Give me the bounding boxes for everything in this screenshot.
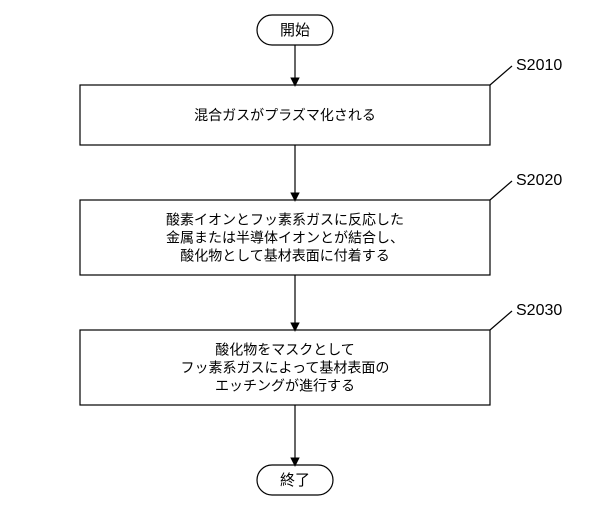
step-S2010: 混合ガスがプラズマ化される: [80, 85, 490, 145]
step-S2020-line-1: 金属または半導体イオンとが結合し、: [166, 230, 404, 246]
step-S2020-line-2: 酸化物として基材表面に付着する: [180, 248, 390, 264]
step-S2030: 酸化物をマスクとしてフッ素系ガスによって基材表面のエッチングが進行する: [80, 330, 490, 405]
leader-S2020: [490, 181, 512, 200]
start-label: 開始: [280, 22, 310, 39]
step-S2010-line-0: 混合ガスがプラズマ化される: [194, 107, 376, 123]
step-S2020: 酸素イオンとフッ素系ガスに反応した金属または半導体イオンとが結合し、酸化物として…: [80, 200, 490, 275]
leader-S2010: [490, 66, 512, 85]
start-terminal: 開始: [257, 15, 333, 45]
end-terminal: 終了: [257, 465, 333, 495]
leader-S2030: [490, 311, 512, 330]
end-label: 終了: [280, 472, 310, 489]
step-label-S2030: S2030: [516, 302, 562, 319]
step-label-S2010: S2010: [516, 57, 562, 74]
step-S2030-line-0: 酸化物をマスクとして: [215, 342, 355, 358]
step-S2030-line-2: エッチングが進行する: [215, 378, 355, 394]
step-S2020-line-0: 酸素イオンとフッ素系ガスに反応した: [166, 212, 404, 228]
step-label-S2020: S2020: [516, 172, 562, 189]
step-S2030-line-1: フッ素系ガスによって基材表面の: [181, 360, 390, 376]
